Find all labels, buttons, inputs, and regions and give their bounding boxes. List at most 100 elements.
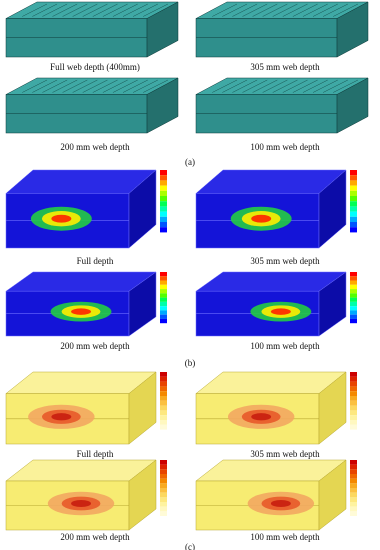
slab-side [318,371,347,445]
mesh-line [282,79,308,93]
slab-side [128,169,157,249]
colorbar-cell [160,310,167,315]
mesh-line [112,79,138,93]
panel-image [195,1,369,58]
colorbar-cell [350,201,357,207]
colorbar-cell [350,391,357,396]
mesh-line [52,3,78,17]
colorbar-cell [350,478,357,484]
colorbar-cell [160,386,167,392]
colorbar-cell [350,276,357,281]
colorbar-cell [350,396,357,401]
colorbar-cell [160,216,167,222]
panel-image [5,169,167,249]
stress-zone [71,499,91,508]
panel-image [5,77,179,134]
panel-image [195,77,369,134]
mesh-line [112,3,138,17]
colorbar-cell [160,289,167,294]
panel-caption: 305 mm web depth [250,256,320,266]
colorbar-cell [160,170,167,176]
mesh-line [42,3,68,17]
mesh-line [122,79,148,93]
colorbar-cell [350,424,357,430]
colorbar-cell [160,276,167,281]
colorbar-cell [160,502,167,507]
colorbar-cell [350,420,357,425]
panel-caption: 100 mm web depth [250,341,320,351]
colorbar-cell [350,474,357,479]
colorbar-cell [160,483,167,488]
colorbar-cell [160,492,167,498]
panel-caption: 200 mm web depth [60,532,130,542]
mesh-line [143,79,169,93]
colorbar-cell [160,464,167,470]
section-label: (c) [185,542,195,550]
mesh-line [252,79,278,93]
mesh-line [122,3,148,17]
colorbar-cell [350,415,357,420]
slab-side [128,459,157,531]
colorbar-cell [160,301,167,307]
panel-image [195,371,357,445]
colorbar-cell [350,410,357,416]
colorbar-cell [160,222,167,228]
panel-caption: 305 mm web depth [250,62,320,72]
mesh-line [42,79,68,93]
mesh-line [272,79,298,93]
colorbar-cell [350,511,357,516]
colorbar-cell [160,293,167,298]
colorbar-cell [160,280,167,285]
panel-caption: 200 mm web depth [60,341,130,351]
mesh-line [222,79,248,93]
mesh-line [312,3,338,17]
slab-side [128,271,157,337]
panel-image [5,459,167,531]
colorbar-cell [350,280,357,285]
colorbar-cell [160,424,167,430]
colorbar-cell [350,405,357,411]
panel-caption: Full depth [77,256,114,266]
slab-side [318,271,347,337]
panel-image [5,371,167,445]
mesh-line [242,3,268,17]
colorbar-cell [350,460,357,465]
colorbar-cell [350,386,357,392]
colorbar-cell [350,206,357,212]
colorbar-cell [160,391,167,396]
mesh-line [282,3,308,17]
colorbar-cell [160,206,167,212]
colorbar-cell [350,488,357,493]
colorbar-cell [350,180,357,186]
mesh-line [62,79,88,93]
mesh-line [132,79,158,93]
stress-zone [251,413,272,421]
colorbar-cell [350,170,357,176]
mesh-line [32,79,58,93]
colorbar-cell [350,314,357,319]
mesh-line [22,79,48,93]
colorbar-cell [350,301,357,307]
colorbar-cell [160,201,167,207]
mesh-line [92,3,118,17]
colorbar-cell [160,272,167,277]
colorbar-cell [350,506,357,512]
colorbar-cell [160,227,167,233]
colorbar-cell [160,405,167,411]
colorbar-cell [350,400,357,406]
mesh-line [262,3,288,17]
colorbar-cell [350,497,357,502]
colorbar-cell [350,469,357,474]
colorbar-cell [350,372,357,377]
colorbar-cell [350,175,357,181]
mesh-line [302,3,328,17]
colorbar-cell [350,310,357,315]
mesh-line [132,3,158,17]
colorbar-cell [160,381,167,387]
panel-image [5,1,179,58]
colorbar-cell [160,400,167,406]
mesh-line [322,3,348,17]
mesh-line [242,79,268,93]
colorbar-cell [350,190,357,196]
